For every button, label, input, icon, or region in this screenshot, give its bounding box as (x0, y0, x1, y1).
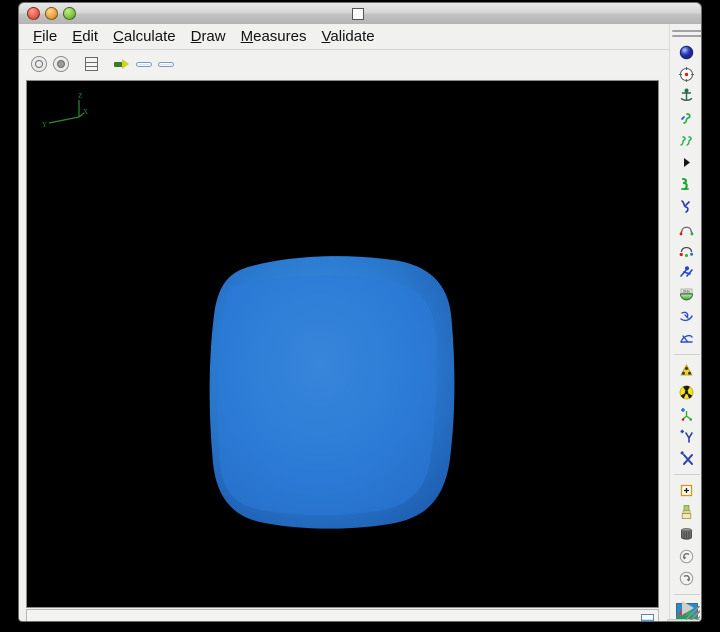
x11-app-icon (351, 7, 364, 20)
paint-brush-icon[interactable] (675, 502, 699, 523)
menu-bar: File Edit Calculate Draw Measures Valida… (19, 24, 701, 50)
redo-icon[interactable] (675, 568, 699, 589)
rail-separator (673, 594, 700, 595)
circle-target-icon[interactable] (53, 56, 69, 72)
tool-rail: SIde (669, 24, 701, 621)
window-control-buttons (27, 7, 76, 20)
add-alt-conf-icon[interactable] (675, 360, 699, 381)
radiation-yellow-icon[interactable] (675, 382, 699, 403)
side-chain-blue-icon[interactable] (675, 196, 699, 217)
display-manager-icon[interactable] (85, 57, 98, 71)
rotation-centre-button[interactable] (671, 30, 701, 32)
axis-label-z: Z (78, 92, 82, 100)
axis-label-x: X (83, 108, 88, 116)
add-atom-blue-icon[interactable] (675, 404, 699, 425)
status-bar (26, 609, 659, 621)
molecular-viewport[interactable]: Z Y X (26, 80, 659, 608)
rail-separator (673, 354, 700, 355)
play-step-icon[interactable] (675, 152, 699, 173)
ribbon-double-icon[interactable] (675, 130, 699, 151)
delete-cross-icon[interactable] (675, 448, 699, 469)
add-water-plus-icon[interactable] (675, 480, 699, 501)
rotate-translate-zone-icon[interactable] (675, 240, 699, 261)
rotamer-green-icon[interactable] (675, 174, 699, 195)
add-terminal-residue-icon[interactable] (675, 426, 699, 447)
ribbon-flip-icon[interactable] (675, 108, 699, 129)
hydrogens-on-button[interactable] (136, 61, 152, 67)
connected-to-phenix-button[interactable] (158, 61, 174, 67)
torsion-red-green-icon[interactable] (675, 218, 699, 239)
minimize-window-button[interactable] (45, 7, 58, 20)
resize-grip-icon[interactable] (686, 606, 700, 620)
axes-indicator: Z Y X (42, 92, 88, 129)
maximize-window-button[interactable] (63, 7, 76, 20)
window-title (19, 7, 701, 20)
real-space-refine-icon[interactable] (675, 328, 699, 349)
green-arrow-icon[interactable] (114, 58, 130, 71)
sphere-atom-icon[interactable] (675, 42, 699, 63)
menu-measures[interactable]: Measures (240, 28, 307, 45)
rail-separator (673, 474, 700, 475)
menu-edit[interactable]: Edit (72, 28, 99, 45)
status-chip-icon[interactable] (641, 614, 654, 621)
menu-validate[interactable]: Validate (321, 28, 375, 45)
undo-icon[interactable] (675, 546, 699, 567)
menu-about[interactable] (398, 36, 413, 38)
map-button[interactable] (671, 35, 701, 37)
crosshair-centre-icon[interactable] (675, 64, 699, 85)
menu-draw[interactable]: Draw (190, 28, 226, 45)
delete-trash-icon[interactable] (675, 524, 699, 545)
tool-bar (19, 51, 669, 77)
edit-backbone-icon[interactable] (675, 262, 699, 283)
svg-text:SIde: SIde (683, 290, 690, 294)
progress-track (667, 619, 701, 621)
circle-back-icon[interactable] (31, 56, 47, 72)
menu-hid[interactable] (383, 36, 398, 38)
mutate-auto-icon[interactable]: SIde (675, 284, 699, 305)
gl-canvas[interactable] (27, 81, 658, 607)
axis-label-y: Y (42, 121, 47, 129)
menu-extensions[interactable] (413, 36, 428, 38)
sphere-refine-icon[interactable] (675, 306, 699, 327)
menu-calculate[interactable]: Calculate (113, 28, 176, 45)
menu-phenix[interactable] (428, 36, 443, 38)
menu-file[interactable]: File (33, 28, 58, 45)
title-bar (18, 2, 702, 24)
close-window-button[interactable] (27, 7, 40, 20)
anchor-residue-icon[interactable] (675, 86, 699, 107)
window-body: File Edit Calculate Draw Measures Valida… (18, 24, 702, 622)
